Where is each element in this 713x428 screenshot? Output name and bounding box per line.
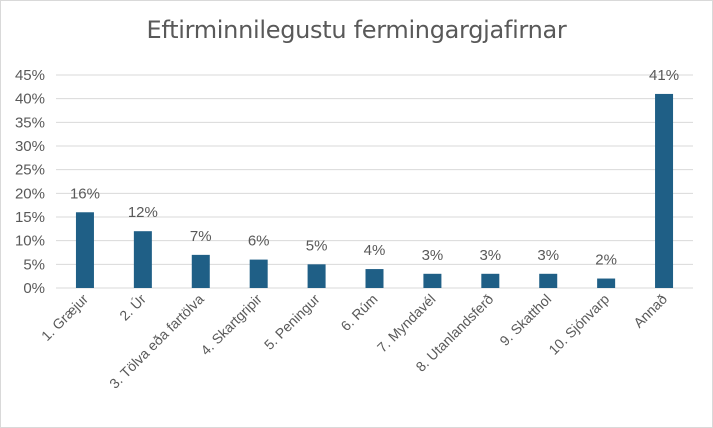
bar: [597, 278, 616, 288]
data-label: 3%: [537, 247, 559, 264]
x-tick-label: 10. Sjónvarp: [545, 291, 612, 358]
bar: [539, 273, 558, 288]
chart-title: Eftirminnilegustu fermingargjafirnar: [146, 16, 567, 44]
data-label: 2%: [595, 252, 617, 269]
x-tick-label: Annað: [630, 291, 670, 331]
y-tick-label: 40%: [15, 91, 45, 108]
y-tick-label: 10%: [15, 233, 45, 250]
x-tick-label: 9. Skatthol: [496, 291, 554, 349]
bar: [249, 259, 268, 288]
bar: [191, 254, 210, 288]
x-tick-label: 6. Rúm: [337, 291, 380, 334]
y-tick-label: 0%: [23, 280, 45, 297]
data-label: 7%: [190, 228, 212, 245]
y-tick-label: 15%: [15, 209, 45, 226]
bar: [365, 269, 384, 288]
x-tick-label: 3. Tölva eða fartölva: [106, 291, 207, 392]
y-tick-label: 20%: [15, 185, 45, 202]
data-label: 3%: [479, 247, 501, 264]
bars: [75, 93, 674, 288]
data-label: 6%: [248, 233, 270, 250]
data-label: 3%: [422, 247, 444, 264]
x-tick-label: 5. Peningur: [261, 291, 323, 353]
data-label: 4%: [364, 242, 386, 259]
data-label: 41%: [649, 67, 679, 84]
y-tick-label: 35%: [15, 114, 45, 131]
bar: [133, 231, 152, 288]
data-label: 5%: [306, 237, 328, 254]
bar: [423, 273, 442, 288]
y-tick-label: 45%: [15, 67, 45, 84]
y-tick-label: 30%: [15, 138, 45, 155]
y-axis-ticks: 0% 5% 10% 15% 20% 25% 30% 35% 40% 45%: [15, 67, 45, 297]
data-label: 12%: [128, 204, 158, 221]
x-tick-label: 2. Úr: [116, 291, 149, 324]
bar: [75, 212, 94, 288]
gridlines: [56, 74, 693, 289]
data-label: 16%: [70, 185, 100, 202]
bar: [481, 273, 500, 288]
y-tick-label: 5%: [23, 256, 45, 273]
bar: [307, 264, 326, 288]
bar: [655, 93, 674, 288]
data-labels: 16% 12% 7% 6% 5% 4% 3% 3% 3% 2% 41%: [70, 67, 679, 269]
y-tick-label: 25%: [15, 162, 45, 179]
x-tick-label: 1. Græjur: [38, 291, 91, 344]
x-tick-label: 4. Skartgripir: [197, 291, 265, 359]
